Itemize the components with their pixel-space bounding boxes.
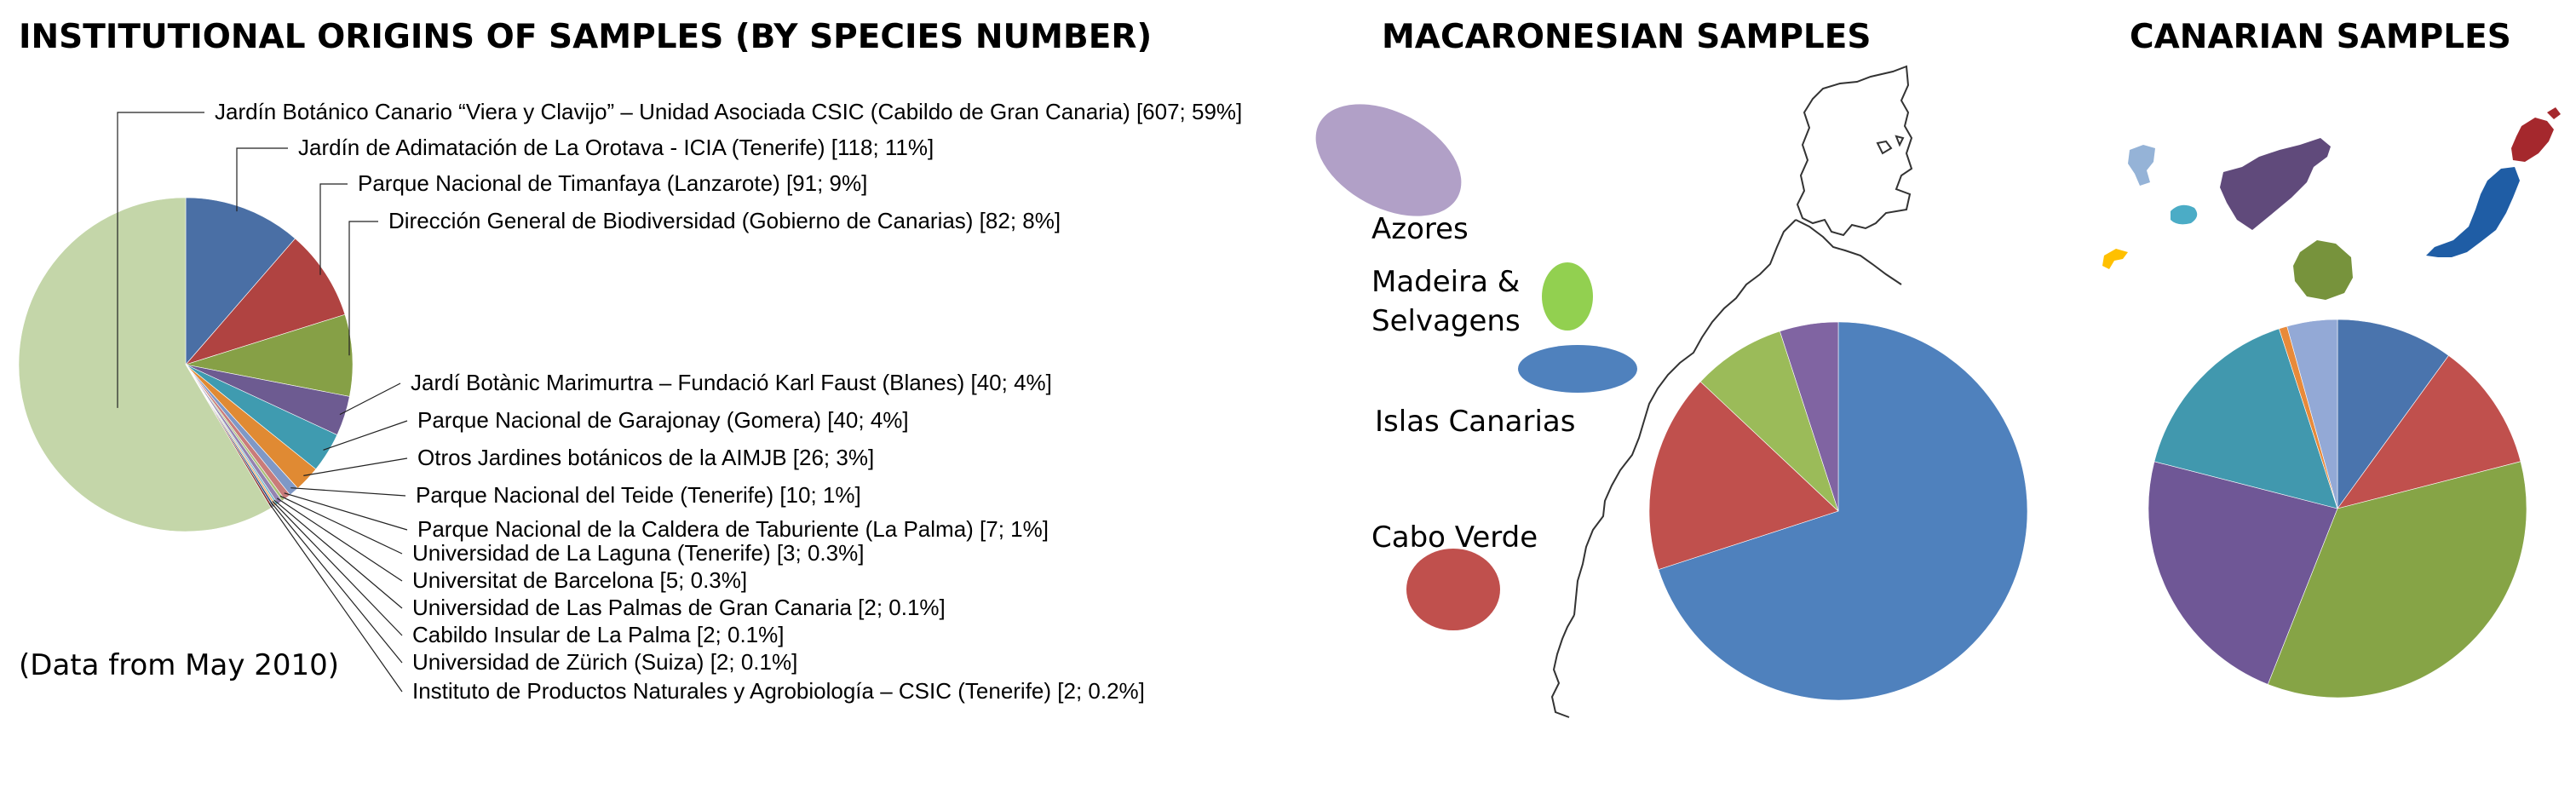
institution-label: Parque Nacional del Teide (Tenerife) [10… — [416, 482, 861, 508]
leader-line — [276, 497, 403, 582]
leader-line — [323, 420, 408, 451]
macaronesian-pie — [1648, 321, 2028, 701]
institution-label: Dirección General de Biodiversidad (Gobi… — [388, 208, 1061, 233]
macaronesian-slice-3 — [1780, 321, 1839, 512]
institution-label: Universidad de La Laguna (Tenerife) [3; … — [412, 540, 864, 566]
leader-line — [117, 112, 204, 408]
legend-azores: Azores — [1371, 212, 1469, 246]
institution-label: Jardí Botànic Marimurtra – Fundació Karl… — [411, 370, 1052, 395]
institutional-slice-2 — [185, 313, 354, 397]
leader-line — [268, 503, 403, 693]
institution-label: Universidad de Zürich (Suiza) [2; 0.1%] — [412, 649, 797, 675]
island-gran-canaria — [2293, 240, 2353, 300]
canarian-slice-6 — [2286, 319, 2338, 509]
canarian-chart-title: CANARIAN SAMPLES — [2130, 18, 2511, 56]
iberia-africa-coastline — [1550, 65, 1913, 718]
legend-caboverde: Cabo Verde — [1371, 520, 1538, 555]
institution-label: Jardín Botánico Canario “Viera y Clavijo… — [215, 99, 1242, 124]
institution-label: Otros Jardines botánicos de la AIMJB [26… — [417, 445, 874, 470]
macaronesian-slice-0 — [1658, 321, 2028, 701]
leader-line — [319, 183, 348, 275]
madeira-legend-swatch — [1542, 262, 1593, 331]
leader-line — [279, 495, 403, 555]
institution-label: Cabildo Insular de La Palma [2; 0.1%] — [412, 622, 784, 647]
canarian-slice-3 — [2148, 461, 2338, 685]
leader-line — [236, 147, 288, 212]
institution-label: Parque Nacional de Timanfaya (Lanzarote)… — [358, 170, 867, 196]
institution-label: Instituto de Productos Naturales y Agrob… — [412, 678, 1145, 704]
institution-label: Jardín de Adimatación de La Orotava - IC… — [298, 135, 934, 160]
institutional-pie — [18, 197, 354, 532]
institution-label: Universidad de Las Palmas de Gran Canari… — [412, 595, 946, 620]
institutional-leader-lines — [117, 112, 408, 693]
institutional-slice-14 — [18, 197, 272, 532]
caboverde-legend-swatch — [1406, 549, 1500, 630]
institution-label: Parque Nacional de la Caldera de Taburie… — [417, 516, 1049, 542]
macaronesian-chart-title: MACARONESIAN SAMPLES — [1382, 18, 1872, 56]
island-lobos-graciosa — [2547, 107, 2561, 119]
leader-line — [272, 500, 403, 636]
leader-line — [348, 221, 378, 356]
leader-line — [290, 487, 406, 497]
institutional-slice-0 — [185, 197, 296, 365]
island-lanzarote — [2511, 118, 2554, 162]
canary-islands-map — [2102, 107, 2561, 300]
island-el-hierro — [2102, 249, 2128, 269]
canarian-slice-0 — [2337, 319, 2449, 509]
island-fuerteventura — [2426, 167, 2520, 257]
canarian-slice-2 — [2267, 461, 2527, 699]
institutional-slice-1 — [185, 238, 346, 365]
macaronesian-slice-1 — [1648, 381, 1839, 570]
macaronesian-slice-2 — [1699, 331, 1839, 512]
canarian-pie — [2148, 319, 2527, 699]
institution-label: Universitat de Barcelona [5; 0.3%] — [412, 567, 747, 593]
data-date-note: (Data from May 2010) — [19, 648, 339, 682]
leader-line — [284, 492, 408, 531]
canarias-legend-swatch — [1518, 345, 1637, 393]
azores-legend-swatch — [1315, 104, 1462, 216]
leader-line — [303, 457, 408, 476]
canarian-slice-4 — [2153, 328, 2338, 509]
leader-line — [273, 499, 403, 609]
canarian-slice-1 — [2337, 354, 2521, 509]
leader-line — [270, 502, 403, 664]
legend-canarias: Islas Canarias — [1375, 405, 1575, 439]
island-la-palma — [2128, 145, 2155, 186]
institutional-labels: Jardín de Adimatación de La Orotava - IC… — [215, 99, 1242, 704]
island-la-gomera — [2171, 204, 2198, 225]
institutional-chart-title: INSTITUTIONAL ORIGINS OF SAMPLES (BY SPE… — [19, 18, 1152, 56]
legend-madeira: Madeira & Selvagens — [1371, 265, 1521, 338]
leader-line — [339, 382, 401, 416]
institution-label: Parque Nacional de Garajonay (Gomera) [4… — [417, 407, 909, 433]
island-tenerife — [2220, 138, 2331, 230]
